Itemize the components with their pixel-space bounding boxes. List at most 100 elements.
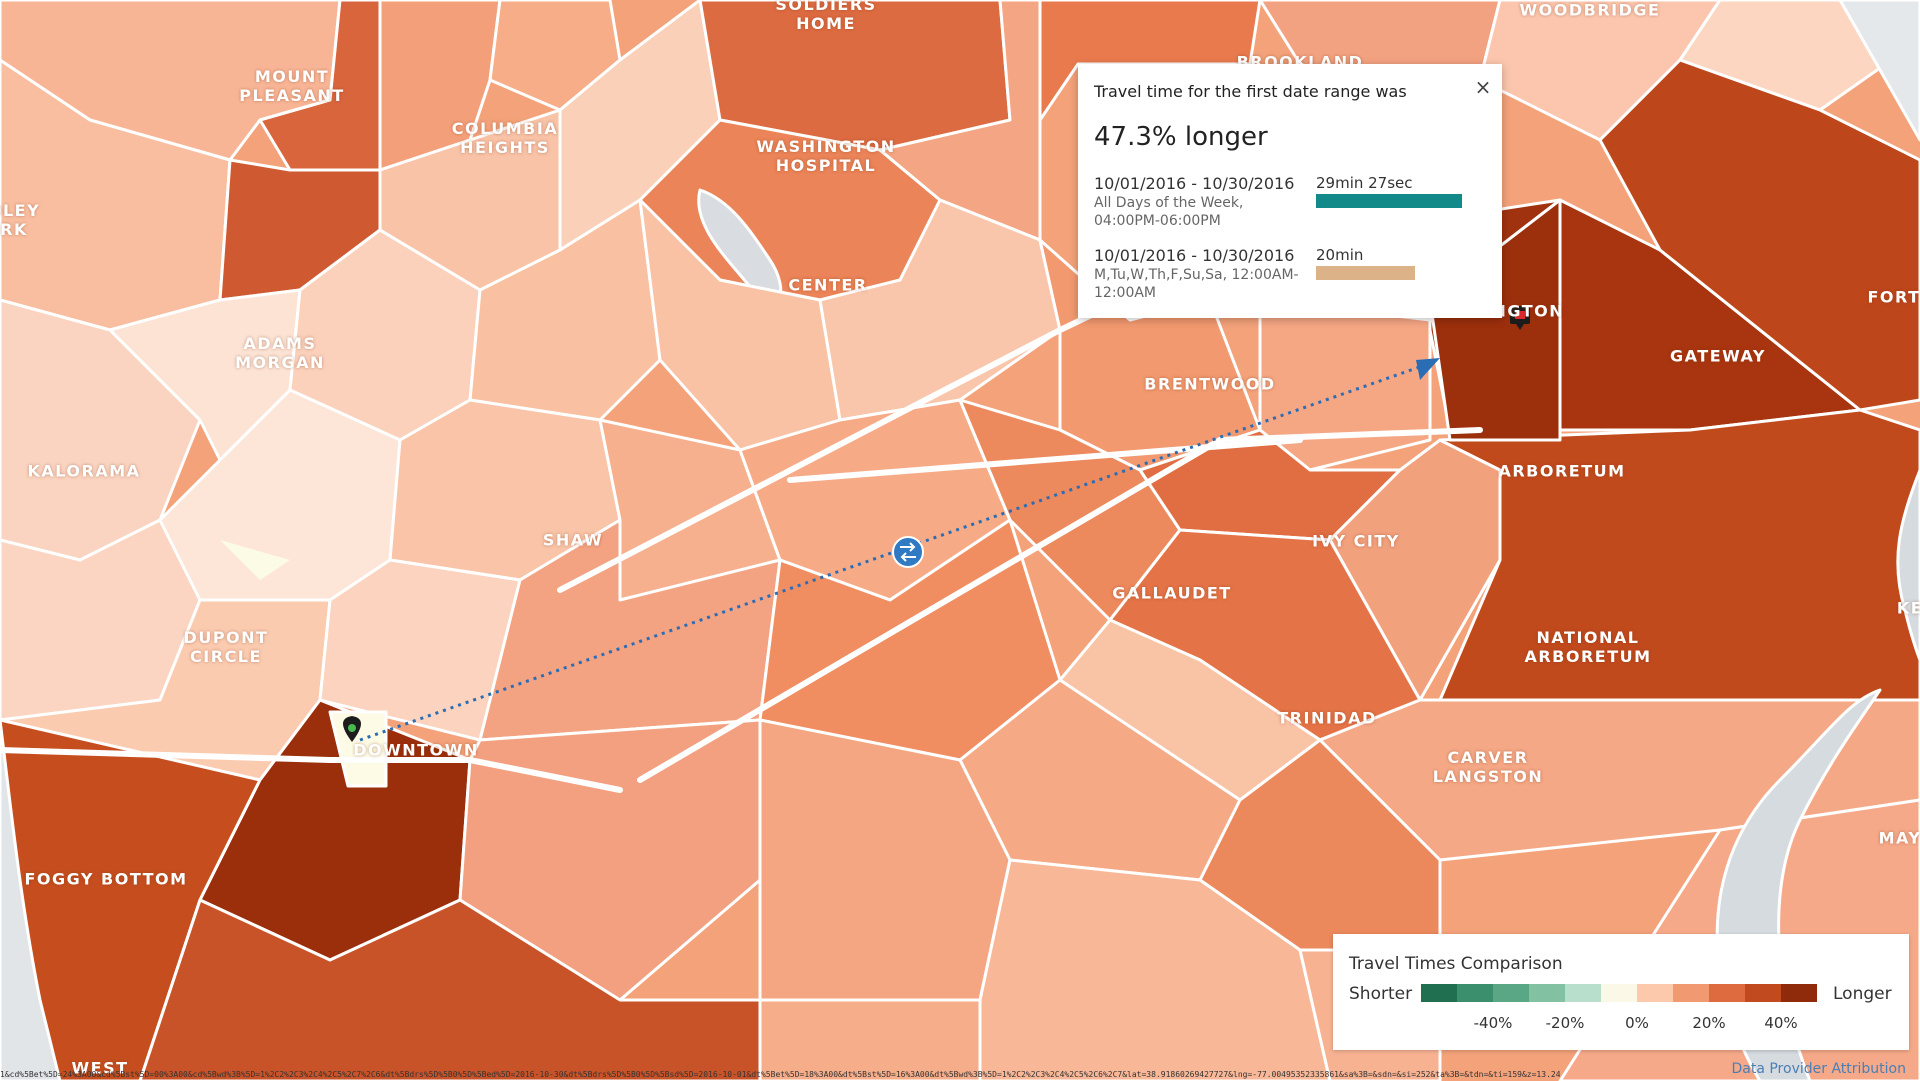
- neighborhood-label-line: WASHINGTON: [756, 137, 896, 156]
- legend-ticks: -40% -20% 0% 20% 40%: [1421, 1014, 1821, 1034]
- legend-swatch: [1745, 984, 1781, 1002]
- neighborhood-label: CENTER: [788, 276, 867, 295]
- neighborhood-label-line: SOLDIERS: [775, 0, 877, 14]
- neighborhood-label: KE: [1897, 599, 1920, 618]
- neighborhood-label-line: COLUMBIA: [451, 119, 559, 138]
- neighborhood-label: BRENTWOOD: [1144, 375, 1275, 394]
- neighborhood-label-line: KALORAMA: [27, 461, 141, 481]
- date-range: 10/01/2016 - 10/30/2016: [1094, 246, 1295, 265]
- legend-tick-label: -20%: [1545, 1014, 1585, 1032]
- legend-swatch: [1565, 984, 1601, 1002]
- neighborhood-label-line: IVY CITY: [1312, 531, 1400, 551]
- date-range-detail: M,Tu,W,Th,F,Su,Sa, 12:00AM-12:00AM: [1094, 267, 1299, 301]
- neighborhood-label: SHAW: [543, 531, 603, 550]
- neighborhood-label: MAY: [1879, 829, 1920, 848]
- neighborhood-label-line: NATIONAL: [1536, 628, 1640, 647]
- legend-tick-label: 20%: [1692, 1014, 1726, 1032]
- neighborhood-label: CARVER LANGSTON: [1433, 748, 1544, 786]
- legend-tick-label: 40%: [1764, 1014, 1798, 1032]
- neighborhood-label-line: DUPONT: [183, 628, 269, 647]
- neighborhood-label-line: WEST: [71, 1058, 129, 1078]
- neighborhood-label-line: DOWNTOWN: [353, 740, 479, 760]
- legend-color-scale: [1421, 984, 1817, 1002]
- neighborhood-label-line: WOODBRIDGE: [1519, 0, 1661, 20]
- travel-time-bar: [1316, 266, 1415, 280]
- neighborhood-label: DOWNTOWN: [353, 741, 478, 760]
- legend-swatch: [1493, 984, 1529, 1002]
- neighborhood-label-line: CIRCLE: [190, 647, 262, 666]
- popup-title: Travel time for the first date range was: [1094, 82, 1407, 101]
- origin-pin-icon[interactable]: [343, 716, 361, 742]
- legend-tick-label: 0%: [1625, 1014, 1649, 1032]
- neighborhood-label: GALLAUDET: [1112, 584, 1231, 603]
- neighborhood-label: GATEWAY: [1670, 347, 1766, 366]
- legend-tick-label: -40%: [1473, 1014, 1513, 1032]
- neighborhood-label: FOGGY BOTTOM: [24, 870, 187, 889]
- neighborhood-label-line: OLEY: [0, 201, 41, 220]
- legend-title: Travel Times Comparison: [1349, 954, 1563, 974]
- neighborhood-label-line: RK: [0, 220, 28, 239]
- neighborhood-label: FORT: [1867, 288, 1920, 307]
- date-range-detail: All Days of the Week, 04:00PM-06:00PM: [1094, 195, 1244, 229]
- neighborhood-label: WOODBRIDGE: [1520, 1, 1661, 20]
- neighborhood-label: WASHINGTON HOSPITAL: [756, 137, 895, 175]
- neighborhood-label-line: MAY: [1878, 828, 1920, 848]
- neighborhood-label: NATIONAL ARBORETUM: [1524, 628, 1651, 666]
- travel-time-popup: Travel time for the first date range was…: [1078, 64, 1502, 318]
- travel-time-value: 29min 27sec: [1316, 174, 1413, 192]
- neighborhood-label-line: LANGSTON: [1432, 767, 1544, 786]
- destination-pin-icon[interactable]: [1510, 306, 1530, 330]
- date-range-row: 10/01/2016 - 10/30/2016 All Days of the …: [1094, 174, 1494, 234]
- neighborhood-label-line: KE: [1896, 598, 1920, 618]
- neighborhood-label: COLUMBIA HEIGHTS: [452, 119, 558, 157]
- legend-longer-label: Longer: [1833, 984, 1892, 1004]
- neighborhood-label: ADAMS MORGAN: [235, 334, 325, 372]
- neighborhood-label: SOLDIERS HOME: [775, 0, 876, 33]
- neighborhood-label: ARBORETUM: [1498, 462, 1625, 481]
- neighborhood-label-line: CENTER: [788, 275, 868, 295]
- legend-swatch: [1781, 984, 1817, 1002]
- neighborhood-label-line: TRINIDAD: [1277, 708, 1377, 728]
- travel-time-value: 20min: [1316, 246, 1364, 264]
- neighborhood-label-line: GALLAUDET: [1112, 583, 1232, 603]
- neighborhood-label-line: MORGAN: [235, 353, 325, 372]
- neighborhood-label-line: CARVER: [1447, 748, 1529, 767]
- neighborhood-label-line: PLEASANT: [239, 86, 345, 105]
- legend-swatch: [1601, 984, 1637, 1002]
- neighborhood-label: IVY CITY: [1312, 532, 1400, 551]
- neighborhood-label-line: ARBORETUM: [1498, 461, 1626, 481]
- attribution-link[interactable]: Data Provider Attribution: [1731, 1061, 1906, 1077]
- legend-shorter-label: Shorter: [1349, 984, 1413, 1004]
- swap-icon[interactable]: [892, 536, 924, 568]
- neighborhood-label-line: MOUNT: [254, 67, 330, 86]
- url-text: 1&cd%5Bet%5D=24%3A00&cd%5Bst%5D=00%3A00&…: [0, 1070, 1560, 1079]
- neighborhood-label-line: HEIGHTS: [460, 138, 550, 157]
- neighborhood-label-line: ARBORETUM: [1524, 647, 1652, 666]
- neighborhood-label-line: ADAMS: [243, 334, 317, 353]
- legend-swatch: [1529, 984, 1565, 1002]
- neighborhood-label-line: HOSPITAL: [775, 156, 877, 175]
- neighborhood-label-line: IGTON: [1499, 301, 1565, 321]
- date-range-row: 10/01/2016 - 10/30/2016 M,Tu,W,Th,F,Su,S…: [1094, 246, 1494, 306]
- neighborhood-label: DUPONT CIRCLE: [184, 628, 269, 666]
- popup-headline: 47.3% longer: [1094, 122, 1268, 152]
- neighborhood-label: MOUNT PLEASANT: [239, 67, 344, 105]
- date-range: 10/01/2016 - 10/30/2016: [1094, 174, 1295, 193]
- neighborhood-label: OLEYRK: [0, 201, 40, 239]
- legend-swatch: [1709, 984, 1745, 1002]
- neighborhood-label-line: SHAW: [542, 530, 604, 550]
- legend: Travel Times Comparison Shorter Longer -…: [1333, 934, 1909, 1050]
- legend-swatch: [1637, 984, 1673, 1002]
- neighborhood-label: KALORAMA: [27, 462, 140, 481]
- legend-swatch: [1673, 984, 1709, 1002]
- neighborhood-label: WEST: [71, 1059, 128, 1078]
- legend-swatch: [1421, 984, 1457, 1002]
- neighborhood-label: TRINIDAD: [1277, 709, 1376, 728]
- neighborhood-label-line: FOGGY BOTTOM: [24, 869, 188, 889]
- close-icon[interactable]: ×: [1474, 75, 1492, 99]
- neighborhood-label-line: HOME: [796, 14, 856, 33]
- legend-swatch: [1457, 984, 1493, 1002]
- neighborhood-label-line: GATEWAY: [1670, 346, 1766, 366]
- neighborhood-label-line: BRENTWOOD: [1144, 374, 1276, 394]
